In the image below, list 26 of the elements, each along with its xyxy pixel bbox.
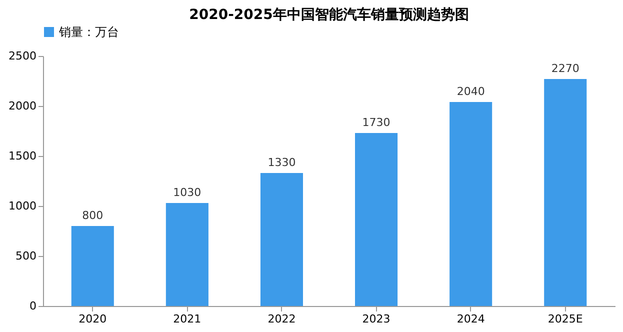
bar — [355, 133, 398, 306]
y-tick-label: 1000 — [8, 200, 36, 212]
data-label: 800 — [82, 209, 104, 222]
legend-label: 销量：万台 — [58, 25, 119, 39]
x-tick-label: 2022 — [268, 312, 296, 326]
y-tick-label: 500 — [16, 250, 36, 262]
x-tick-label: 2021 — [173, 312, 202, 326]
bar — [450, 102, 492, 306]
bar — [71, 226, 114, 306]
y-tick-label: 1500 — [8, 150, 36, 162]
bar — [260, 173, 303, 306]
data-label: 1030 — [173, 186, 202, 199]
y-tick-label: 0 — [30, 300, 36, 312]
y-tick-label: 2500 — [8, 50, 36, 62]
x-tick-label: 2023 — [362, 312, 390, 326]
x-tick-label: 2024 — [456, 312, 485, 326]
bar — [166, 203, 208, 306]
data-label: 1330 — [268, 156, 296, 169]
data-label: 1730 — [362, 116, 390, 129]
bar — [544, 79, 587, 306]
data-label: 2270 — [551, 62, 580, 75]
x-tick-label: 2025E — [548, 312, 583, 326]
x-tick-label: 2020 — [78, 312, 107, 326]
chart-title: 2020-2025年中国智能汽车销量预测趋势图 — [189, 6, 469, 23]
y-tick-label: 2000 — [8, 100, 36, 112]
data-label: 2040 — [456, 85, 485, 98]
